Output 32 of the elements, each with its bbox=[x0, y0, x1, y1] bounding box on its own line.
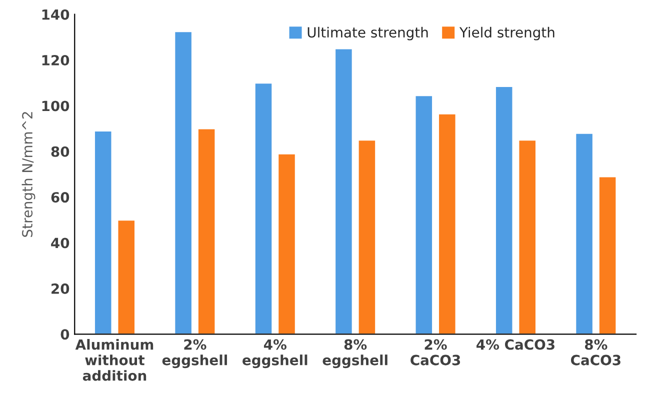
bar bbox=[357, 139, 376, 334]
bar bbox=[574, 132, 594, 334]
x-tick-label: Aluminum without addition bbox=[75, 339, 154, 381]
y-tick-label: 0 bbox=[60, 329, 70, 340]
y-tick-label: 100 bbox=[42, 100, 70, 112]
y-tick-label: 140 bbox=[42, 9, 70, 20]
bar bbox=[414, 94, 434, 334]
x-tick-label: 4% CaCO3 bbox=[476, 339, 554, 350]
bar bbox=[438, 113, 457, 334]
y-tick-label: 60 bbox=[51, 192, 70, 203]
bar bbox=[494, 86, 514, 334]
bar bbox=[334, 48, 354, 334]
legend-label: Yield strength bbox=[459, 26, 554, 40]
bar bbox=[197, 128, 216, 334]
y-tick-label: 80 bbox=[51, 146, 70, 157]
y-tick-label: 40 bbox=[51, 238, 70, 248]
bar bbox=[598, 176, 618, 334]
x-tick-label: 8% eggshell bbox=[322, 339, 388, 368]
y-tick-label: 120 bbox=[42, 55, 70, 66]
x-tick-label: 8% CaCO3 bbox=[571, 339, 620, 366]
y-axis-title: Strength N/mm^2 bbox=[22, 112, 36, 237]
bar bbox=[94, 130, 113, 334]
bar bbox=[277, 152, 296, 334]
x-tick-label: 2% eggshell bbox=[162, 339, 227, 368]
bar bbox=[254, 82, 274, 334]
legend-label: Ultimate strength bbox=[308, 26, 428, 40]
x-tick-label: 4% eggshell bbox=[242, 339, 308, 368]
bar bbox=[518, 139, 537, 334]
x-tick-label: 2% CaCO3 bbox=[410, 339, 460, 366]
bar bbox=[174, 30, 193, 334]
y-tick-label: 20 bbox=[52, 283, 70, 294]
bar bbox=[116, 219, 136, 334]
